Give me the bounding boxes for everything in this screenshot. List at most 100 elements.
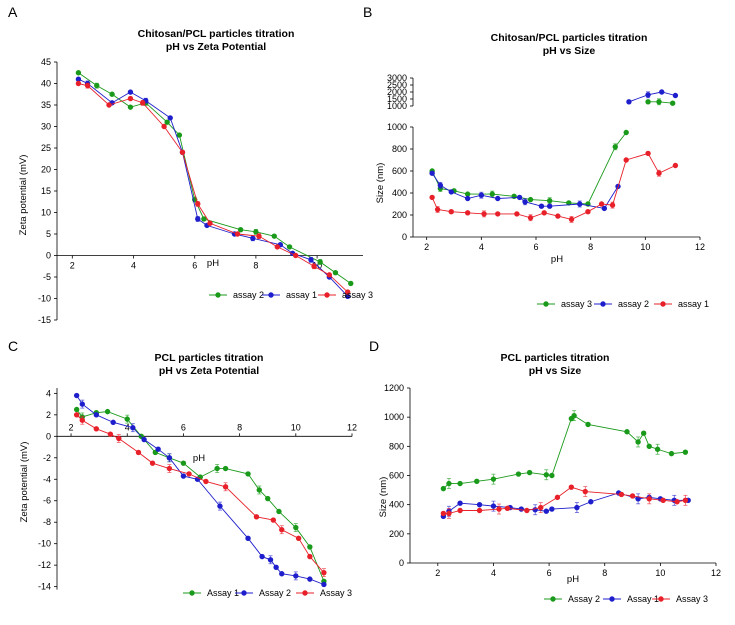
y-tick-label: 0	[399, 558, 404, 568]
a-point	[207, 220, 213, 226]
c-point	[107, 431, 114, 437]
d-point	[518, 506, 524, 512]
c-point	[270, 517, 277, 523]
c-point	[256, 487, 262, 493]
y-tick-label: 1000	[387, 122, 407, 132]
b-point	[522, 199, 528, 205]
d-point	[585, 421, 591, 428]
c-point	[293, 573, 299, 579]
panel-b: B Chitosan/PCL particles titration pH vs…	[363, 4, 709, 309]
x-tick-label: 2	[435, 568, 440, 578]
b-point	[626, 99, 632, 105]
b-point	[495, 195, 501, 202]
legend-swatch-marker	[550, 596, 556, 602]
c-point	[273, 564, 279, 571]
b-point	[464, 195, 471, 202]
panel-a-ylabel: Zeta potential (mV)	[18, 155, 29, 236]
a-series-line	[78, 83, 349, 293]
c-point	[295, 535, 302, 542]
panel-c-title: PCL particles titration	[155, 352, 264, 364]
y-tick-label: 0	[402, 232, 407, 242]
d-point	[543, 472, 550, 478]
legend-swatch-marker	[609, 596, 615, 602]
legend-label: Assay 3	[676, 594, 708, 604]
c-point	[203, 478, 209, 485]
b-point	[541, 210, 547, 216]
panel-d-xlabel: pH	[567, 574, 579, 585]
x-tick-label: 4	[491, 568, 496, 578]
y-tick-label: -6	[43, 496, 51, 506]
c-point	[276, 508, 282, 515]
x-tick-label: 2	[70, 261, 75, 271]
y-tick-label: -8	[43, 517, 51, 527]
y-tick-label: 1200	[384, 383, 404, 393]
y-tick-label: 0	[46, 431, 51, 441]
panel-c-label: C	[8, 338, 18, 354]
a-point	[308, 257, 314, 263]
panel-c-subtitle: pH vs Zeta Potential	[159, 365, 259, 377]
d-point	[476, 501, 483, 508]
legend-swatch-marker	[215, 292, 221, 298]
legend-label: Assay 1	[207, 588, 239, 598]
b-point	[672, 92, 679, 99]
x-tick-label: 12	[695, 242, 705, 252]
d-series-line	[443, 415, 686, 489]
b-point	[568, 216, 575, 223]
x-tick-label: 12	[711, 568, 721, 578]
b-point	[448, 189, 454, 195]
b-point	[601, 205, 608, 212]
b-point	[489, 191, 495, 197]
c-point	[79, 401, 85, 407]
panel-d: D PCL particles titration pH vs Size 120…	[369, 338, 721, 604]
d-point	[635, 439, 641, 445]
a-point	[286, 244, 293, 250]
x-tick-label: 6	[533, 242, 538, 252]
a-point	[234, 231, 241, 237]
c-point	[253, 514, 260, 520]
x-tick-label: 2	[69, 422, 74, 432]
b-point	[656, 170, 662, 176]
c-point	[79, 417, 85, 423]
a-point	[317, 259, 323, 265]
x-tick-label: 6	[181, 422, 186, 432]
c-point	[155, 446, 161, 452]
d-point	[457, 507, 463, 514]
legend-label: Assay 2	[259, 588, 291, 598]
c-point	[73, 412, 80, 418]
a-point	[84, 82, 91, 89]
y-tick-label: -12	[38, 560, 51, 570]
a-series-line	[78, 72, 352, 284]
a-point	[348, 280, 354, 287]
b-point	[434, 206, 441, 213]
b-point	[527, 215, 534, 221]
c-point	[141, 436, 147, 443]
c-point	[321, 581, 327, 588]
c-point	[130, 425, 136, 431]
legend-label: Assay 1	[627, 594, 659, 604]
d-point	[543, 508, 550, 514]
b-point	[623, 129, 629, 136]
d-point	[538, 504, 544, 511]
c-point	[245, 471, 251, 477]
b-point	[478, 192, 485, 198]
b-point	[527, 196, 534, 203]
d-point	[582, 488, 588, 495]
c-point	[307, 553, 313, 560]
c-point	[180, 460, 187, 466]
legend-label: assay 3	[561, 299, 592, 309]
a-point	[127, 89, 134, 95]
c-point	[267, 557, 274, 563]
b-point	[659, 89, 665, 95]
legend-swatch-marker	[268, 292, 274, 298]
d-point	[504, 505, 511, 512]
b-point	[585, 209, 591, 215]
c-series-line	[76, 409, 325, 582]
y-tick-label: 200	[392, 210, 407, 220]
a-point	[311, 263, 317, 269]
legend-label: assay 1	[678, 299, 709, 309]
c-point	[110, 419, 116, 426]
d-point	[457, 500, 463, 506]
x-tick-label: 10	[655, 568, 665, 578]
